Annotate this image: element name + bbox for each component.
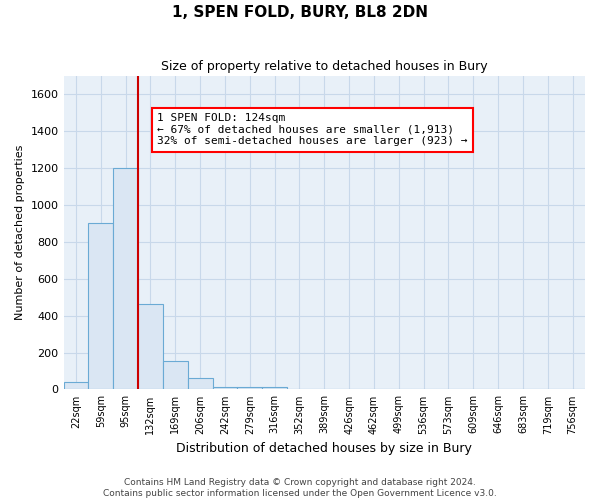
Bar (138, 304, 163, 390)
Title: Size of property relative to detached houses in Bury: Size of property relative to detached ho… (161, 60, 488, 73)
Text: 1 SPEN FOLD: 124sqm
← 67% of detached houses are smaller (1,913)
32% of semi-det: 1 SPEN FOLD: 124sqm ← 67% of detached ho… (157, 113, 468, 146)
Bar (238, 386, 262, 390)
Y-axis label: Number of detached properties: Number of detached properties (15, 145, 25, 320)
Bar (188, 378, 212, 390)
Bar (88, 224, 113, 390)
Text: 1, SPEN FOLD, BURY, BL8 2DN: 1, SPEN FOLD, BURY, BL8 2DN (172, 5, 428, 20)
X-axis label: Distribution of detached houses by size in Bury: Distribution of detached houses by size … (176, 442, 472, 455)
Bar (163, 361, 188, 390)
Bar (113, 168, 138, 390)
Bar (212, 386, 238, 390)
Text: Contains HM Land Registry data © Crown copyright and database right 2024.
Contai: Contains HM Land Registry data © Crown c… (103, 478, 497, 498)
Bar (64, 382, 88, 390)
Bar (262, 386, 287, 390)
